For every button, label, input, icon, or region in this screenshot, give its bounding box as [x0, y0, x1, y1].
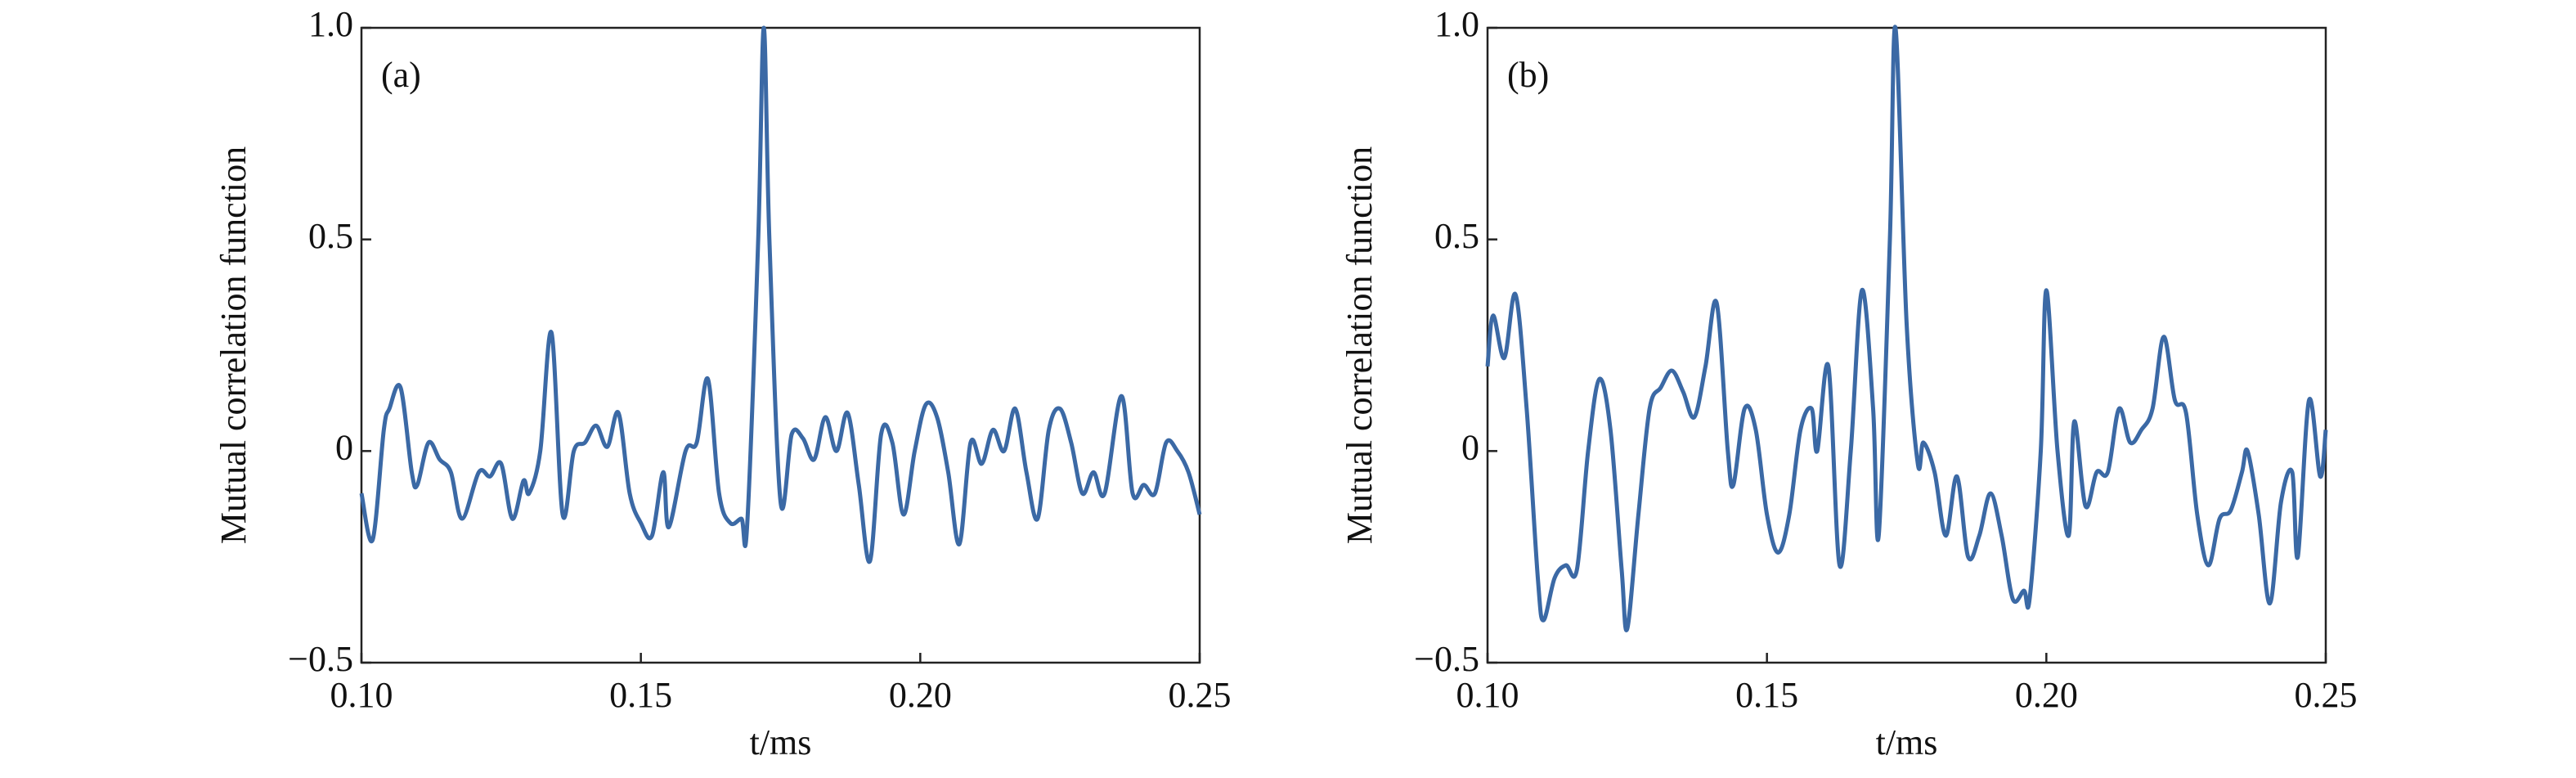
y-tick-label: 1.0 — [1434, 4, 1479, 44]
x-tick-label: 0.10 — [330, 675, 393, 715]
y-axis-label: Mutual correlation function — [213, 146, 254, 544]
panel-label: (b) — [1507, 55, 1549, 95]
chart-panel: −0.5 0 0.5 1.0 0.10 0.15 0.20 0.25 t/ms Mutual co… — [213, 4, 1231, 762]
y-tick-label: 1.0 — [308, 4, 353, 44]
x-tick-label: 0.20 — [2015, 675, 2078, 715]
x-tick-label: 0.25 — [1169, 675, 1232, 715]
x-axis-label: t/ms — [1876, 722, 1938, 762]
data-line — [1485, 25, 2328, 632]
x-tick-label: 0.25 — [2295, 675, 2358, 715]
y-tick-label: 0 — [1461, 427, 1479, 467]
y-tick-label: −0.5 — [288, 639, 353, 679]
y-tick-label: −0.5 — [1414, 639, 1479, 679]
chart-panel: −0.5 0 0.5 1.0 0.10 0.15 0.20 0.25 t/ms Mutual co… — [1340, 4, 2357, 762]
y-tick-label: 0.5 — [308, 216, 353, 256]
x-tick-label: 0.15 — [609, 675, 672, 715]
x-tick-label: 0.15 — [1735, 675, 1798, 715]
y-tick-label: 0 — [335, 427, 353, 467]
x-tick-label: 0.20 — [889, 675, 952, 715]
x-tick-label: 0.10 — [1456, 675, 1519, 715]
x-axis-label: t/ms — [750, 722, 812, 762]
y-tick-label: 0.5 — [1434, 216, 1479, 256]
data-line — [359, 25, 1202, 564]
panel-label: (a) — [381, 55, 421, 95]
y-axis-label: Mutual correlation function — [1340, 146, 1380, 544]
plot-frame — [360, 26, 1201, 664]
